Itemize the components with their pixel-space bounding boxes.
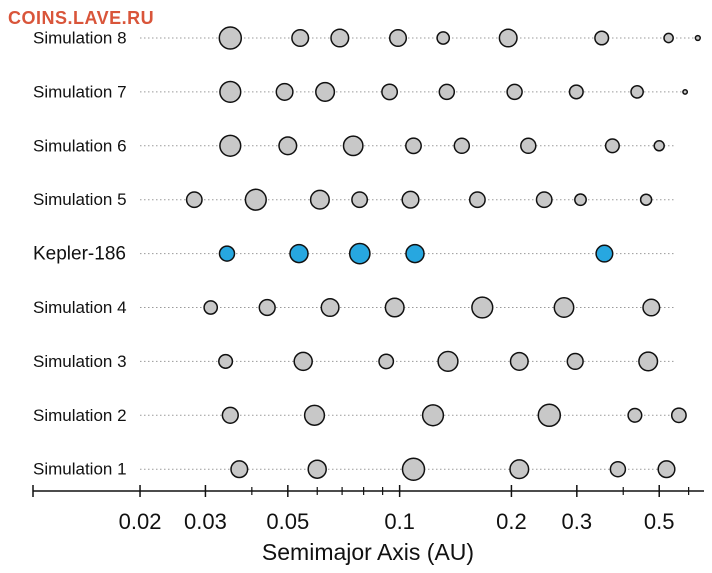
planet-point (342, 135, 364, 157)
planet-point (221, 406, 239, 424)
planet-point (506, 83, 523, 101)
row-kepler-186: Kepler-186 (33, 242, 676, 265)
planet-point (278, 136, 298, 156)
planet-point (630, 85, 644, 99)
row-label: Simulation 5 (33, 190, 127, 209)
planet-point (594, 30, 610, 46)
simulation-rows: Simulation 8 Simulation 7 Simulation 6 Simu… (33, 26, 701, 481)
planet-point (509, 351, 529, 371)
planet-point (663, 32, 674, 44)
row-simulation-1: Simulation 1 (33, 457, 676, 481)
planet-point (381, 83, 399, 101)
kepler-planet-point (289, 243, 309, 264)
row-simulation-3: Simulation 3 (33, 350, 676, 373)
x-tick-label: 0.02 (119, 509, 162, 534)
planet-point (574, 193, 587, 207)
x-tick-label: 0.05 (266, 509, 309, 534)
planet-point (244, 188, 267, 211)
planet-point (694, 34, 701, 42)
x-tick-label: 0.1 (384, 509, 415, 534)
x-axis-title: Semimajor Axis (AU) (262, 539, 474, 565)
row-label: Kepler-186 (33, 244, 126, 265)
row-label: Simulation 3 (33, 352, 127, 371)
planet-point (553, 297, 575, 318)
planet-point (682, 88, 689, 95)
row-simulation-6: Simulation 6 (33, 134, 676, 157)
planet-point (185, 191, 203, 209)
planet-point (315, 81, 336, 102)
kepler-planet-point (218, 245, 236, 262)
planet-point (453, 137, 471, 155)
row-label: Simulation 2 (33, 406, 127, 425)
planet-point (218, 26, 243, 50)
planet-point (293, 351, 313, 372)
planet-point (330, 28, 350, 48)
x-tick-label: 0.3 (562, 509, 593, 534)
planet-point (566, 352, 584, 371)
planet-point (436, 31, 451, 45)
kepler-planet-point (348, 242, 371, 265)
planet-point (437, 350, 459, 373)
row-label: Simulation 7 (33, 82, 127, 101)
planet-point (275, 82, 294, 101)
watermark: COINS.LAVE.RU (8, 8, 155, 28)
planet-point (657, 460, 676, 479)
planet-point (568, 84, 584, 100)
row-simulation-5: Simulation 5 (33, 188, 676, 211)
x-axis: 0.02 0.03 0.05 0.1 0.2 0.3 0.5 (32, 485, 704, 534)
planet-point (307, 459, 327, 479)
planet-point (471, 296, 494, 319)
planet-point (378, 353, 395, 370)
row-label: Simulation 6 (33, 136, 127, 155)
planet-point (627, 407, 643, 423)
kepler-planet-point (595, 244, 614, 263)
planet-point (438, 83, 456, 101)
row-simulation-4: Simulation 4 (33, 296, 676, 319)
planet-point (405, 137, 422, 155)
planet-point (468, 191, 486, 209)
planet-point (653, 140, 665, 152)
x-tick-label: 0.2 (496, 509, 527, 534)
planet-point (421, 404, 445, 427)
row-simulation-8: Simulation 8 (33, 26, 701, 50)
kepler-planet-point (405, 243, 425, 264)
row-simulation-2: Simulation 2 (33, 403, 687, 428)
row-simulation-7: Simulation 7 (33, 80, 689, 104)
planet-point (351, 191, 369, 209)
planet-point (218, 353, 234, 369)
planet-point (258, 298, 276, 317)
planet-point (638, 351, 659, 372)
planet-point (309, 189, 330, 210)
planet-point (609, 460, 627, 478)
planet-point (535, 191, 553, 209)
planet-point (203, 300, 219, 315)
row-label: Simulation 1 (33, 460, 127, 479)
row-label: Simulation 4 (33, 298, 127, 317)
planet-point (670, 407, 687, 424)
planet-point (642, 298, 661, 317)
planet-point (520, 137, 537, 155)
planet-point (219, 134, 242, 157)
x-tick-label: 0.5 (644, 509, 675, 534)
planet-point (219, 80, 242, 104)
row-label: Simulation 8 (33, 28, 127, 47)
planet-point (639, 193, 653, 206)
planet-point (509, 459, 530, 480)
planet-point (498, 28, 518, 48)
planet-point (320, 297, 340, 318)
planet-point (303, 404, 326, 426)
planet-point (401, 190, 420, 209)
planet-point (604, 138, 620, 154)
planet-point (537, 403, 562, 428)
planet-point (230, 460, 249, 479)
planet-point (291, 28, 310, 48)
planet-point (388, 28, 408, 48)
planet-point (401, 457, 426, 481)
x-tick-label: 0.03 (184, 509, 227, 534)
planet-point (384, 297, 405, 318)
